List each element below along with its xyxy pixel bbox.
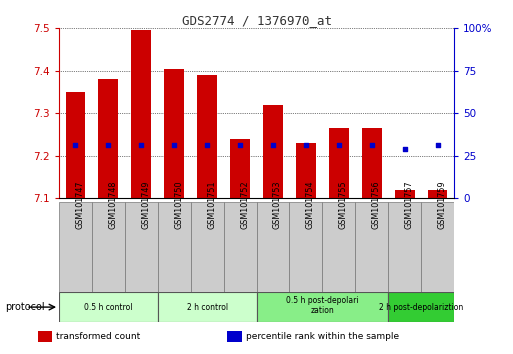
Bar xyxy=(388,202,421,292)
Text: protocol: protocol xyxy=(5,302,45,312)
Bar xyxy=(322,202,355,292)
Bar xyxy=(59,202,92,292)
Bar xyxy=(92,202,125,292)
Bar xyxy=(158,292,256,322)
Bar xyxy=(227,331,242,343)
Text: 2 h control: 2 h control xyxy=(187,303,228,312)
Bar xyxy=(428,190,447,198)
Point xyxy=(433,142,442,148)
Bar xyxy=(329,128,349,198)
Bar xyxy=(362,128,382,198)
Point xyxy=(71,142,80,148)
Text: transformed count: transformed count xyxy=(56,332,141,341)
Text: GSM101753: GSM101753 xyxy=(273,180,282,229)
Text: GSM101757: GSM101757 xyxy=(405,180,413,229)
Bar xyxy=(289,202,322,292)
Bar xyxy=(59,292,158,322)
Bar xyxy=(191,202,224,292)
Bar xyxy=(164,69,184,198)
Point xyxy=(170,142,179,148)
Bar xyxy=(66,92,85,198)
Point xyxy=(236,142,244,148)
Text: GSM101751: GSM101751 xyxy=(207,180,216,229)
Text: 2 h post-depolariztion: 2 h post-depolariztion xyxy=(379,303,463,312)
Bar xyxy=(421,202,454,292)
Bar xyxy=(98,79,118,198)
Bar xyxy=(296,143,315,198)
Bar xyxy=(125,202,158,292)
Point xyxy=(368,142,376,148)
Bar xyxy=(158,202,191,292)
Text: GSM101756: GSM101756 xyxy=(372,180,381,229)
Point xyxy=(401,147,409,152)
Text: GSM101759: GSM101759 xyxy=(438,180,446,229)
Text: GSM101752: GSM101752 xyxy=(240,180,249,229)
Title: GDS2774 / 1376970_at: GDS2774 / 1376970_at xyxy=(182,14,331,27)
Bar xyxy=(131,30,151,198)
Bar xyxy=(256,202,289,292)
Bar xyxy=(230,139,250,198)
Text: GSM101750: GSM101750 xyxy=(174,180,183,229)
Text: GSM101754: GSM101754 xyxy=(306,180,315,229)
Point xyxy=(203,142,211,148)
Bar xyxy=(224,202,256,292)
Bar xyxy=(197,75,217,198)
Point xyxy=(334,142,343,148)
Text: GSM101747: GSM101747 xyxy=(75,180,85,229)
Point xyxy=(302,142,310,148)
Point xyxy=(137,142,145,148)
Bar xyxy=(256,292,388,322)
Bar xyxy=(37,331,52,343)
Text: percentile rank within the sample: percentile rank within the sample xyxy=(246,332,399,341)
Bar xyxy=(355,202,388,292)
Text: GSM101748: GSM101748 xyxy=(108,180,117,229)
Text: 0.5 h control: 0.5 h control xyxy=(84,303,133,312)
Point xyxy=(269,142,277,148)
Point xyxy=(104,142,112,148)
Bar xyxy=(388,292,454,322)
Text: GSM101755: GSM101755 xyxy=(339,180,348,229)
Bar xyxy=(263,105,283,198)
Text: 0.5 h post-depolari
zation: 0.5 h post-depolari zation xyxy=(286,296,359,315)
Text: GSM101749: GSM101749 xyxy=(141,180,150,229)
Bar xyxy=(394,190,415,198)
